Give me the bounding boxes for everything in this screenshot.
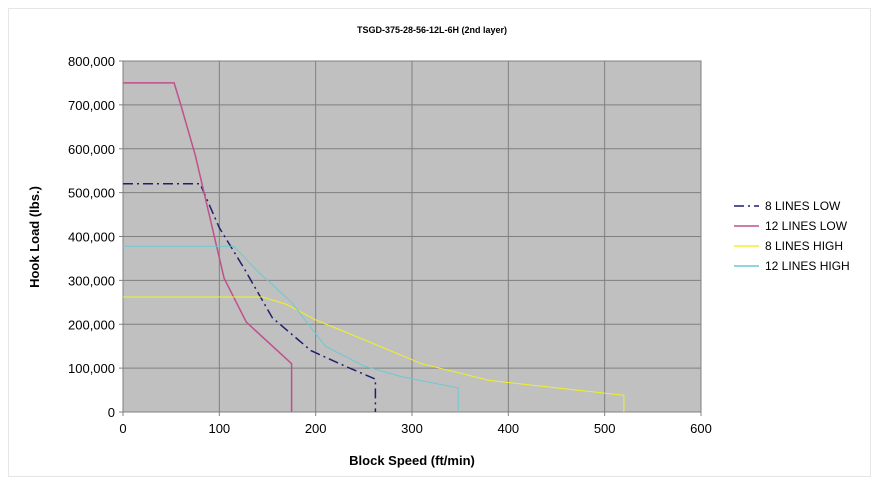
legend-entry: 8 LINES HIGH	[765, 239, 843, 253]
x-axis-label: Block Speed (ft/min)	[349, 453, 475, 468]
chart-title: TSGD-375-28-56-12L-6H (2nd layer)	[357, 25, 507, 35]
y-axis-label: Hook Load (lbs.)	[27, 186, 42, 288]
series-group	[123, 82, 625, 412]
x-tick-label: 200	[305, 421, 327, 436]
legend: 8 LINES LOW 12 LINES LOW 8 LINES HIGH 12 LI…	[723, 191, 867, 282]
x-tick-label: 300	[401, 421, 423, 436]
chart-frame: TSGD-375-28-56-12L-6H (2nd layer) 0 100 20…	[8, 8, 871, 477]
legend-entry: 12 LINES HIGH	[765, 259, 850, 273]
y-tick-label: 400,000	[68, 230, 115, 245]
legend-entry: 12 LINES LOW	[765, 219, 848, 233]
hook-load-chart: TSGD-375-28-56-12L-6H (2nd layer) 0 100 20…	[27, 25, 867, 468]
x-tick-label: 600	[690, 421, 712, 436]
y-tick-label: 600,000	[68, 142, 115, 157]
grid-lines	[123, 61, 701, 412]
x-tick-label: 400	[497, 421, 519, 436]
series-line-2	[123, 82, 293, 412]
y-tick-label: 0	[108, 405, 115, 420]
x-tick-label: 0	[119, 421, 126, 436]
series-line-3	[123, 296, 625, 412]
y-tick-label: 200,000	[68, 317, 115, 332]
series-line-4	[123, 245, 459, 412]
y-tick-label: 700,000	[68, 98, 115, 113]
y-tick-label: 300,000	[68, 273, 115, 288]
series-line-1	[123, 183, 377, 412]
x-tick-label: 500	[594, 421, 616, 436]
legend-entry: 8 LINES LOW	[765, 199, 841, 213]
y-tick-label: 500,000	[68, 186, 115, 201]
y-tick-label: 800,000	[68, 54, 115, 69]
y-tick-label: 100,000	[68, 361, 115, 376]
x-axis-ticks: 0 100 200 300 400 500 600	[119, 412, 712, 436]
x-tick-label: 100	[208, 421, 230, 436]
y-axis-ticks: 0 100,000 200,000 300,000 400,000 500,000 600,…	[68, 54, 123, 420]
